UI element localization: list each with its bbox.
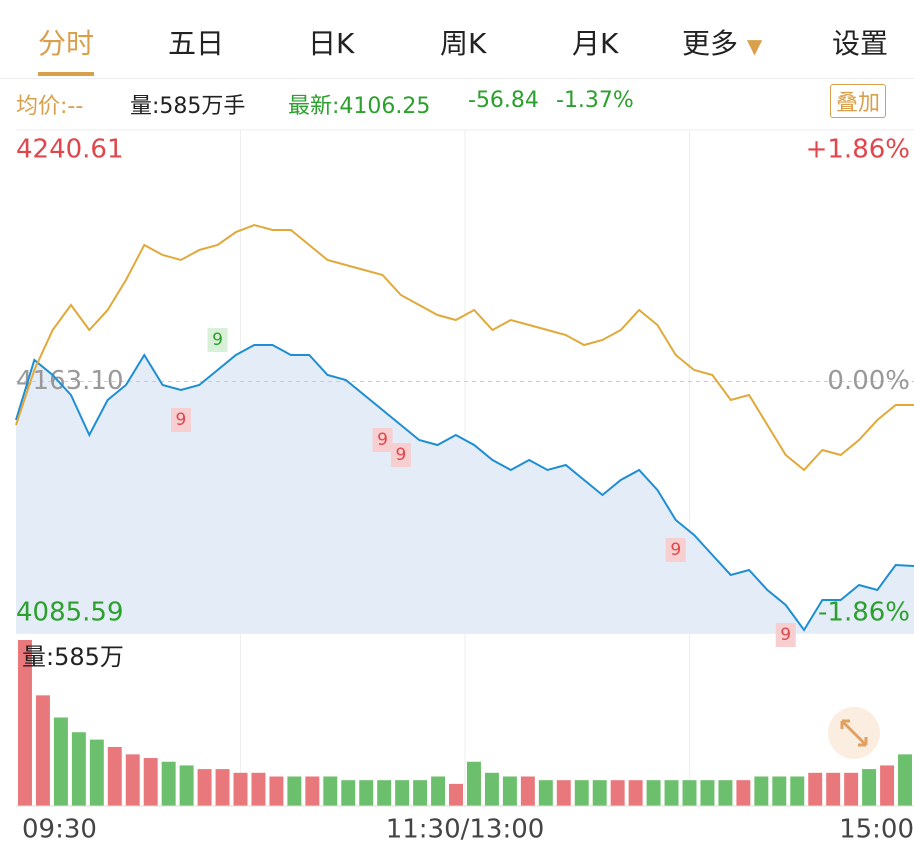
volume-bar: [431, 776, 446, 806]
x-tick-label: 11:30/13:00: [386, 815, 545, 845]
volume-bar: [898, 754, 912, 806]
tab[interactable]: 五日: [168, 27, 225, 60]
signal-badge: [665, 537, 686, 562]
series-line: [15, 223, 914, 472]
volume-bar: [377, 780, 392, 806]
y2-tick-label: 0.00%: [827, 366, 910, 396]
volume-bar: [251, 772, 266, 806]
series-line: [15, 343, 914, 632]
volume-bar: [682, 780, 697, 806]
tab[interactable]: 日K: [308, 27, 355, 60]
volume-bar: [502, 776, 517, 806]
volume-bar: [736, 780, 751, 806]
signal-badge: [390, 443, 411, 468]
volume-bar: [413, 780, 428, 806]
volume-bar: [287, 776, 302, 806]
volume-bar: [161, 761, 176, 806]
volume-bar: [880, 765, 895, 806]
volume-bar: [574, 780, 589, 806]
volume-bar: [790, 776, 805, 806]
volume-bar: [484, 772, 499, 806]
volume-bar: [107, 746, 122, 806]
volume-bar: [808, 772, 823, 806]
volume-bar: [592, 780, 607, 806]
volume-bar: [359, 780, 374, 806]
signal-label: 9: [395, 445, 406, 465]
signal-badge: [207, 328, 228, 353]
volume-bar: [341, 780, 356, 806]
price-area: [16, 344, 914, 633]
volume-bar: [18, 640, 32, 806]
volume-bar: [305, 776, 320, 806]
y2-tick-label: +1.86%: [806, 135, 910, 165]
volume-bar: [862, 769, 877, 806]
volume-bar: [700, 780, 715, 806]
dropdown-arrow: ▼: [746, 34, 763, 58]
avg-price: 均价:--: [16, 94, 84, 119]
volume-bar: [197, 769, 212, 806]
y-tick-label: 4085.59: [16, 598, 124, 628]
volume-bar: [125, 754, 140, 806]
volume: 量:585万手: [130, 94, 246, 119]
overlay-button[interactable]: 叠加: [829, 84, 886, 118]
tab[interactable]: 月K: [572, 27, 619, 60]
volume-bar: [628, 780, 643, 806]
signal-label: 9: [670, 540, 681, 560]
change-pct: -1.37%: [556, 88, 634, 113]
tab-bar: 分时 五日 日K 周K 月K 更多 ▼ 设置: [0, 0, 914, 79]
signal-badge: [170, 408, 191, 433]
volume-bar: [718, 780, 733, 806]
signal-label: 9: [212, 330, 223, 350]
tab[interactable]: 更多 ▼: [682, 22, 762, 62]
volume-bar: [664, 780, 679, 806]
volume-bar: [53, 717, 68, 806]
expand-icon: [840, 719, 868, 747]
signal-label: 9: [780, 625, 791, 645]
volume-bar: [71, 732, 86, 806]
tab[interactable]: 周K: [440, 27, 487, 60]
volume-bar: [646, 780, 661, 806]
info-bar: 均价:-- 量:585万手 最新:4106.25 -56.84 -1.37%: [0, 88, 914, 119]
volume-bar: [323, 776, 338, 806]
y-tick-label: 4240.61: [16, 135, 124, 165]
y2-tick-label: -1.86%: [818, 598, 910, 628]
volume-bar: [395, 780, 410, 806]
volume-bar: [754, 776, 769, 806]
x-tick-label: 15:00: [839, 815, 914, 845]
signal-badge: [775, 622, 796, 647]
latest: 最新:4106.25: [288, 94, 431, 119]
volume-bar: [449, 783, 463, 806]
volume-bar: [269, 776, 284, 806]
signal-label: 9: [377, 430, 388, 450]
signal-badge: [372, 427, 393, 452]
volume-title: 量:585万: [22, 643, 124, 671]
volume-bar: [179, 765, 194, 806]
volume-bar: [826, 772, 841, 806]
volume-bar: [772, 776, 787, 806]
tab[interactable]: 分时: [38, 22, 95, 76]
x-tick-label: 09:30: [22, 815, 97, 845]
tab-label: 更多: [682, 27, 739, 60]
volume-bar: [520, 776, 535, 806]
volume-bar: [556, 780, 571, 806]
tab[interactable]: 设置: [832, 27, 889, 60]
volume-bar: [143, 758, 158, 806]
volume-bar: [610, 780, 625, 806]
volume-bar: [35, 695, 50, 806]
volume-bar: [844, 772, 859, 806]
signal-label: 9: [176, 410, 187, 430]
volume-bar: [538, 780, 553, 806]
change: -56.84: [468, 88, 539, 113]
volume-bar: [215, 769, 230, 806]
volume-bar: [89, 739, 104, 806]
volume-bar: [467, 761, 481, 806]
volume-bar: [233, 772, 248, 806]
